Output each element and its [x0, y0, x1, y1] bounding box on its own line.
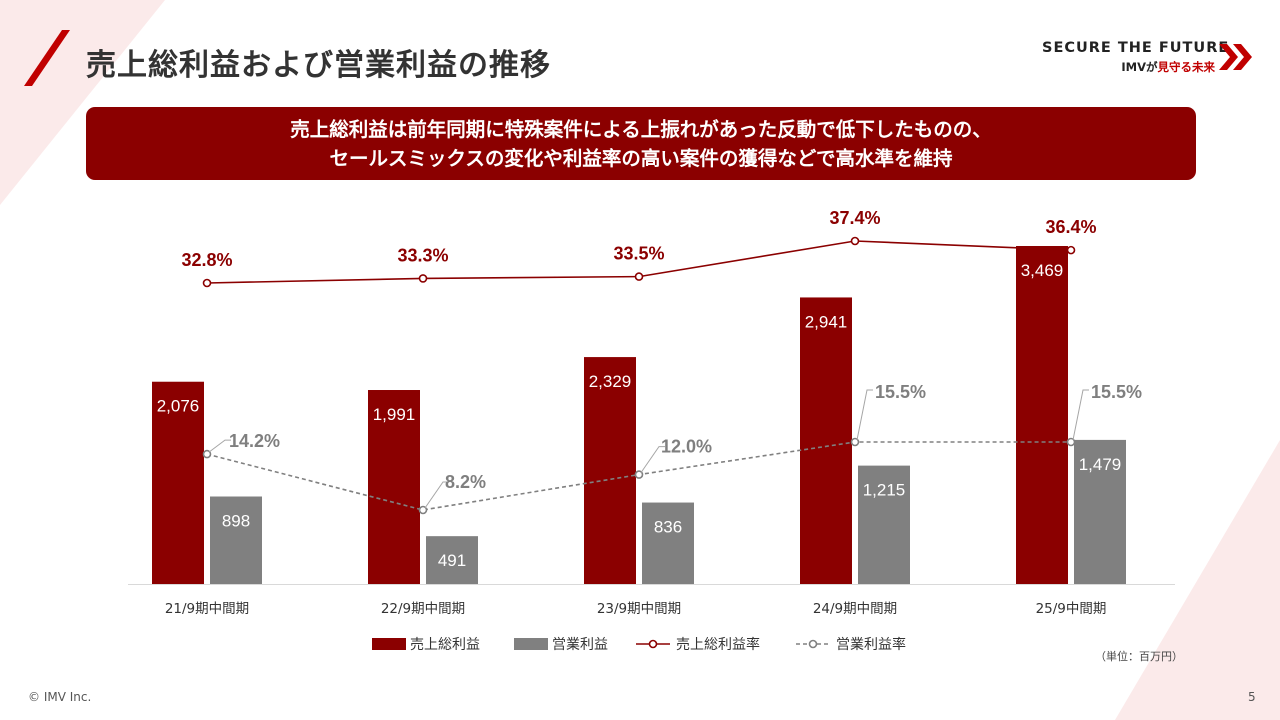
operating-margin-leader — [1072, 389, 1089, 441]
legend-label-gross-profit: 売上総利益 — [410, 637, 480, 653]
bottom-right-triangle — [1115, 440, 1280, 720]
legend-swatch-operating-margin-marker — [808, 639, 818, 649]
x-tick-label: 25/9中間期 — [1036, 601, 1107, 617]
operating-margin-leader — [856, 389, 873, 441]
legend-swatch-operating-profit — [514, 638, 548, 650]
bar-operating-profit-label: 491 — [438, 551, 466, 570]
gross-margin-point — [850, 236, 860, 246]
x-tick-label: 22/9期中間期 — [381, 601, 465, 617]
gross-margin-label: 37.4% — [829, 208, 880, 228]
bar-operating-profit — [858, 465, 910, 584]
bar-operating-profit — [642, 502, 694, 584]
bar-gross-profit — [584, 357, 636, 584]
legend-label-operating-margin: 営業利益率 — [836, 636, 906, 653]
bar-operating-profit — [1074, 439, 1126, 584]
x-tick-label: 21/9期中間期 — [165, 601, 249, 617]
title-slash-mark — [24, 30, 70, 86]
operating-margin-label: 14.2% — [229, 431, 280, 451]
operating-margin-leader — [640, 446, 665, 473]
operating-margin-leader — [424, 481, 449, 509]
brand-logo: SECURE THE FUTURE IMVが見守る未来 — [1040, 38, 1255, 78]
bar-gross-profit — [368, 390, 420, 584]
brand-subtagline-highlight: 見守る未来 — [1157, 60, 1216, 74]
operating-margin-point — [418, 505, 428, 515]
brand-subtagline: IMVが見守る未来 — [1121, 59, 1215, 75]
legend-swatch-gross-margin-marker — [648, 639, 658, 649]
brand-subtagline-prefix: IMVが — [1121, 60, 1158, 74]
operating-margin-label: 15.5% — [875, 382, 926, 402]
gross-margin-point — [418, 274, 428, 283]
x-tick-label: 24/9期中間期 — [813, 601, 897, 617]
bar-gross-profit — [152, 381, 204, 584]
brand-tagline: SECURE THE FUTURE — [1042, 40, 1230, 56]
gross-margin-label: 33.3% — [397, 245, 448, 265]
operating-margin-point — [202, 449, 212, 459]
operating-margin-point — [634, 470, 644, 479]
double-chevron-icon — [1219, 44, 1252, 70]
gross-margin-label: 32.8% — [181, 250, 232, 270]
operating-margin-point — [850, 437, 860, 447]
legend-label-operating-profit: 営業利益 — [552, 637, 608, 653]
x-tick-label: 23/9期中間期 — [597, 601, 681, 617]
summary-line-2: セールスミックスの変化や利益率の高い案件の獲得などで高水準を維持 — [329, 147, 953, 170]
page-title: 売上総利益および営業利益の推移 — [86, 48, 551, 83]
operating-margin-point — [1066, 437, 1076, 447]
page-number: 5 — [1248, 690, 1256, 704]
gross-margin-point — [1066, 245, 1076, 255]
bar-gross-profit-label: 3,469 — [1021, 261, 1064, 280]
bar-gross-profit-label: 2,076 — [157, 397, 200, 416]
summary-line-1: 売上総利益は前年同期に特殊案件による上振れがあった反動で低下したものの、 — [290, 118, 992, 141]
gross-margin-point — [634, 272, 644, 281]
top-left-triangle — [0, 0, 165, 205]
operating-margin-label: 12.0% — [661, 437, 712, 457]
operating-margin-label: 15.5% — [1091, 382, 1142, 402]
summary-banner: 売上総利益は前年同期に特殊案件による上振れがあった反動で低下したものの、 セール… — [86, 107, 1196, 180]
gross-margin-label: 33.5% — [613, 244, 664, 264]
legend-label-gross-margin: 売上総利益率 — [676, 636, 760, 653]
bar-operating-profit-label: 836 — [654, 518, 682, 537]
unit-note: （単位：百万円） — [1095, 650, 1183, 663]
bar-gross-profit-label: 2,329 — [589, 372, 632, 391]
copyright: © IMV Inc. — [28, 690, 92, 704]
gross-margin-label: 36.4% — [1045, 217, 1096, 237]
bar-operating-profit-label: 1,215 — [863, 481, 906, 500]
bar-gross-profit — [1016, 246, 1068, 584]
bar-gross-profit — [800, 297, 852, 584]
operating-margin-label: 8.2% — [445, 472, 486, 492]
bar-operating-profit-label: 1,479 — [1079, 455, 1122, 474]
bar-gross-profit-label: 2,941 — [805, 312, 848, 331]
bar-operating-profit — [426, 536, 478, 584]
bar-gross-profit-label: 1,991 — [373, 405, 416, 424]
bar-operating-profit — [210, 496, 262, 584]
operating-margin-leader — [208, 439, 231, 453]
bar-operating-profit-label: 898 — [222, 512, 250, 531]
gross-margin-point — [202, 278, 212, 288]
legend-swatch-gross-profit — [372, 638, 406, 650]
